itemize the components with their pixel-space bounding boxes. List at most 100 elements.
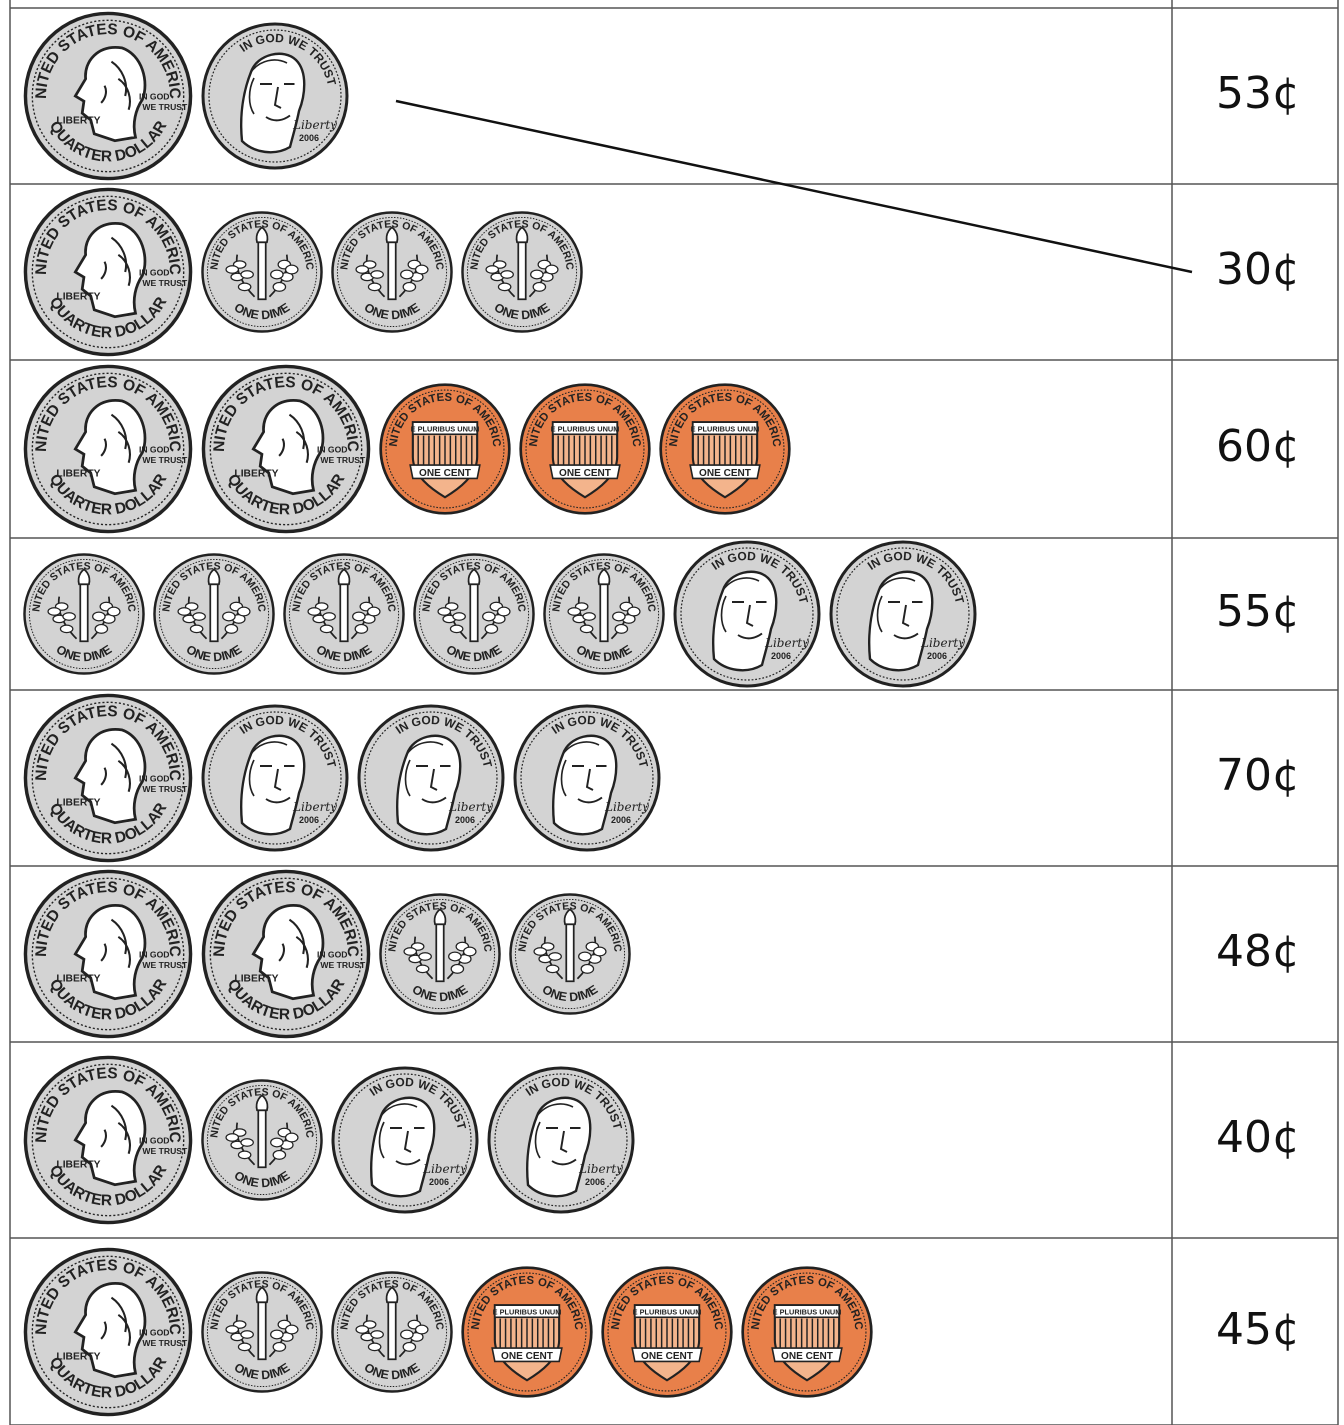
- svg-text:E PLURIBUS UNUM: E PLURIBUS UNUM: [691, 425, 760, 434]
- svg-text:WE TRUST: WE TRUST: [142, 1337, 188, 1347]
- penny-coin: UNITED STATES OF AMERICAE PLURIBUS UNUMO…: [740, 1265, 874, 1399]
- svg-text:WE TRUST: WE TRUST: [142, 960, 188, 970]
- penny-coin: UNITED STATES OF AMERICAE PLURIBUS UNUMO…: [518, 382, 652, 516]
- svg-text:Liberty: Liberty: [578, 1162, 623, 1176]
- svg-text:Liberty: Liberty: [422, 1162, 467, 1176]
- quarter-coin: UNITED STATES OF AMERICAQUARTER DOLLARLI…: [200, 868, 372, 1040]
- svg-text:ONE CENT: ONE CENT: [501, 1350, 554, 1361]
- dime-coin: UNITED STATES OF AMERICAONE DIME: [542, 552, 666, 676]
- dime-coin: UNITED STATES OF AMERICAONE DIME: [200, 1270, 324, 1394]
- svg-text:LIBERTY: LIBERTY: [56, 116, 100, 127]
- svg-text:WE TRUST: WE TRUST: [142, 102, 188, 112]
- svg-text:IN GOD: IN GOD: [139, 1327, 170, 1337]
- svg-text:IN GOD: IN GOD: [139, 91, 170, 101]
- svg-text:ONE DIME: ONE DIME: [540, 982, 601, 1004]
- svg-text:LIBERTY: LIBERTY: [234, 974, 278, 985]
- svg-text:LIBERTY: LIBERTY: [56, 974, 100, 985]
- svg-text:IN GOD: IN GOD: [317, 444, 348, 454]
- amount-label[interactable]: 30¢: [1216, 244, 1300, 295]
- svg-text:WE TRUST: WE TRUST: [320, 960, 366, 970]
- nickel-coin: IN GOD WE TRUST Liberty 2006: [200, 703, 350, 853]
- svg-text:Liberty: Liberty: [292, 800, 337, 814]
- svg-text:E PLURIBUS UNUM: E PLURIBUS UNUM: [773, 1307, 842, 1316]
- svg-text:ONE DIME: ONE DIME: [362, 1360, 423, 1382]
- svg-text:ONE DIME: ONE DIME: [314, 642, 375, 664]
- amount-label[interactable]: 48¢: [1216, 926, 1300, 977]
- svg-text:Liberty: Liberty: [448, 800, 493, 814]
- svg-text:E PLURIBUS UNUM: E PLURIBUS UNUM: [551, 425, 620, 434]
- svg-text:Liberty: Liberty: [292, 118, 337, 132]
- nickel-coin: IN GOD WE TRUST Liberty 2006: [356, 703, 506, 853]
- svg-text:IN GOD: IN GOD: [139, 773, 170, 783]
- svg-text:ONE DIME: ONE DIME: [232, 1168, 293, 1190]
- svg-text:ONE DIME: ONE DIME: [574, 642, 635, 664]
- dime-coin: UNITED STATES OF AMERICAONE DIME: [200, 1078, 324, 1202]
- nickel-coin: IN GOD WE TRUST Liberty 2006: [330, 1065, 480, 1215]
- dime-coin: UNITED STATES OF AMERICAONE DIME: [460, 210, 584, 334]
- quarter-coin: UNITED STATES OF AMERICAQUARTER DOLLARLI…: [22, 186, 194, 358]
- svg-text:2006: 2006: [771, 651, 791, 661]
- svg-text:ONE DIME: ONE DIME: [362, 300, 423, 322]
- dime-coin: UNITED STATES OF AMERICAONE DIME: [412, 552, 536, 676]
- dime-coin: UNITED STATES OF AMERICAONE DIME: [378, 892, 502, 1016]
- dime-coin: UNITED STATES OF AMERICAONE DIME: [330, 210, 454, 334]
- svg-text:ONE DIME: ONE DIME: [184, 642, 245, 664]
- svg-text:E PLURIBUS UNUM: E PLURIBUS UNUM: [411, 425, 480, 434]
- amount-label[interactable]: 70¢: [1216, 750, 1300, 801]
- svg-text:LIBERTY: LIBERTY: [56, 469, 100, 480]
- nickel-coin: IN GOD WE TRUST Liberty 2006: [828, 539, 978, 689]
- penny-coin: UNITED STATES OF AMERICAE PLURIBUS UNUMO…: [600, 1265, 734, 1399]
- amount-label[interactable]: 45¢: [1216, 1303, 1300, 1355]
- svg-text:LIBERTY: LIBERTY: [56, 798, 100, 809]
- quarter-coin: UNITED STATES OF AMERICAQUARTER DOLLARLI…: [200, 363, 372, 535]
- svg-text:2006: 2006: [299, 815, 319, 825]
- amount-label[interactable]: 40¢: [1216, 1112, 1300, 1163]
- svg-text:ONE CENT: ONE CENT: [641, 1350, 694, 1361]
- penny-coin: UNITED STATES OF AMERICAE PLURIBUS UNUMO…: [460, 1265, 594, 1399]
- svg-text:2006: 2006: [927, 651, 947, 661]
- svg-text:ONE CENT: ONE CENT: [419, 468, 472, 479]
- svg-text:LIBERTY: LIBERTY: [56, 1351, 100, 1362]
- svg-text:Liberty: Liberty: [764, 636, 809, 650]
- svg-text:Liberty: Liberty: [604, 800, 649, 814]
- svg-text:LIBERTY: LIBERTY: [56, 1160, 100, 1171]
- quarter-coin: UNITED STATES OF AMERICAQUARTER DOLLARLI…: [22, 363, 194, 535]
- amount-label[interactable]: 53¢: [1216, 68, 1300, 119]
- svg-text:IN GOD: IN GOD: [139, 267, 170, 277]
- quarter-coin: UNITED STATES OF AMERICAQUARTER DOLLARLI…: [22, 1054, 194, 1226]
- svg-text:2006: 2006: [585, 1177, 605, 1187]
- svg-text:E PLURIBUS UNUM: E PLURIBUS UNUM: [633, 1307, 702, 1316]
- amount-label[interactable]: 60¢: [1216, 421, 1300, 472]
- svg-text:LIBERTY: LIBERTY: [56, 292, 100, 303]
- quarter-coin: UNITED STATES OF AMERICAQUARTER DOLLARLI…: [22, 10, 194, 182]
- svg-text:ONE DIME: ONE DIME: [492, 300, 553, 322]
- quarter-coin: UNITED STATES OF AMERICAQUARTER DOLLARLI…: [22, 868, 194, 1040]
- amount-label[interactable]: 55¢: [1216, 586, 1300, 637]
- svg-text:ONE CENT: ONE CENT: [781, 1350, 834, 1361]
- svg-text:ONE DIME: ONE DIME: [444, 642, 505, 664]
- dime-coin: UNITED STATES OF AMERICAONE DIME: [152, 552, 276, 676]
- quarter-coin: UNITED STATES OF AMERICAQUARTER DOLLARLI…: [22, 692, 194, 864]
- svg-text:2006: 2006: [611, 815, 631, 825]
- svg-text:ONE CENT: ONE CENT: [699, 468, 752, 479]
- svg-text:WE TRUST: WE TRUST: [142, 278, 188, 288]
- svg-text:WE TRUST: WE TRUST: [142, 784, 188, 794]
- svg-text:2006: 2006: [299, 133, 319, 143]
- quarter-coin: UNITED STATES OF AMERICAQUARTER DOLLARLI…: [22, 1246, 194, 1418]
- svg-text:IN GOD: IN GOD: [139, 1135, 170, 1145]
- penny-coin: UNITED STATES OF AMERICAE PLURIBUS UNUMO…: [658, 382, 792, 516]
- svg-text:IN GOD: IN GOD: [139, 949, 170, 959]
- svg-text:ONE DIME: ONE DIME: [232, 1360, 293, 1382]
- dime-coin: UNITED STATES OF AMERICAONE DIME: [22, 552, 146, 676]
- svg-text:ONE DIME: ONE DIME: [410, 982, 471, 1004]
- svg-text:E PLURIBUS UNUM: E PLURIBUS UNUM: [493, 1307, 562, 1316]
- dime-coin: UNITED STATES OF AMERICAONE DIME: [200, 210, 324, 334]
- dime-coin: UNITED STATES OF AMERICAONE DIME: [330, 1270, 454, 1394]
- svg-text:WE TRUST: WE TRUST: [142, 1146, 188, 1156]
- penny-coin: UNITED STATES OF AMERICAE PLURIBUS UNUMO…: [378, 382, 512, 516]
- svg-text:ONE DIME: ONE DIME: [232, 300, 293, 322]
- svg-text:LIBERTY: LIBERTY: [234, 469, 278, 480]
- svg-text:2006: 2006: [429, 1177, 449, 1187]
- nickel-coin: IN GOD WE TRUST Liberty 2006: [200, 21, 350, 171]
